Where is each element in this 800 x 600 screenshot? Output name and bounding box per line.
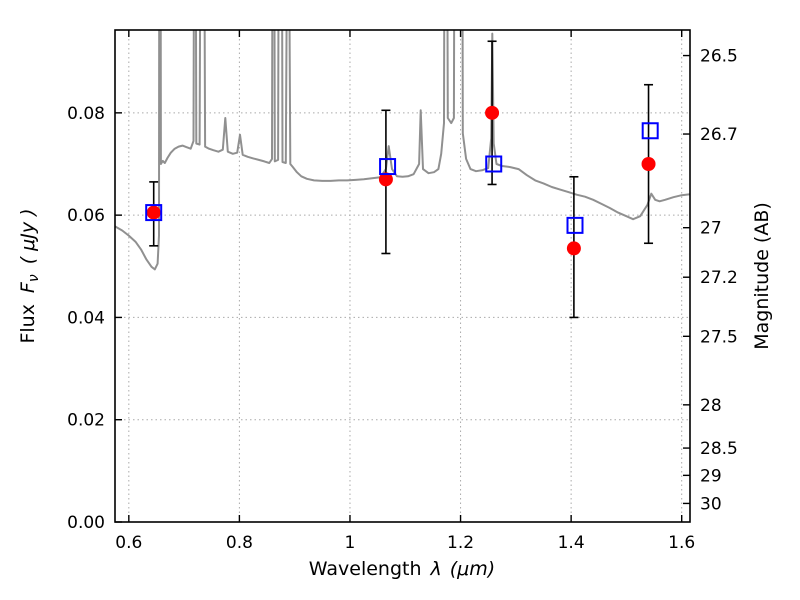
y-tick-left-label: 0.00 [67,513,105,533]
x-tick-label: 1.6 [668,533,695,553]
model-point [485,155,503,173]
y-tick-right-label: 27.5 [700,327,738,347]
model-point [566,216,584,234]
model-point [145,204,163,222]
y-tick-right-label: 28.5 [700,439,738,459]
x-tick-label: 1.4 [558,533,585,553]
marker-layer [145,40,659,319]
observed-point [378,172,393,187]
y-tick-right-label: 30 [700,494,722,514]
y-tick-left-label: 0.04 [67,308,105,328]
data-layer [115,30,690,271]
y-tick-right-label: 26.5 [700,47,738,67]
y-axis-label-right: Magnitude (AB) [751,202,773,350]
x-tick-label: 0.6 [115,533,142,553]
y-tick-left-label: 0.06 [67,206,105,226]
y-tick-right-label: 26.7 [700,125,738,145]
y-tick-right-label: 28 [700,396,722,416]
observed-point [485,105,500,120]
observed-point [566,241,581,256]
x-tick-label: 1.2 [447,533,474,553]
plot-border [114,29,691,523]
plot-frame [114,29,691,523]
model-point [641,122,659,140]
y-axis-label-left: FluxFν( μJy ) [17,208,42,343]
x-tick-label: 0.8 [226,533,253,553]
y-tick-right-label: 27.2 [700,268,738,288]
observed-point [146,205,161,220]
model-point [379,158,397,176]
y-tick-right-label: 27 [700,219,722,239]
model-spectrum [115,30,690,271]
x-axis-label: Wavelength λ (μm) [309,558,495,580]
y-tick-right-label: 29 [700,466,722,486]
axis-ticks: 0.6 0.8 1 1.2 1.4 1.6 0.00 0.02 0.04 0.06 0.08 26.5… [67,30,738,553]
x-tick-label: 1 [345,533,356,553]
observed-point [641,156,656,171]
grid-lines [115,30,690,522]
y-tick-left-label: 0.02 [67,411,105,431]
y-tick-left-label: 0.08 [67,104,105,124]
